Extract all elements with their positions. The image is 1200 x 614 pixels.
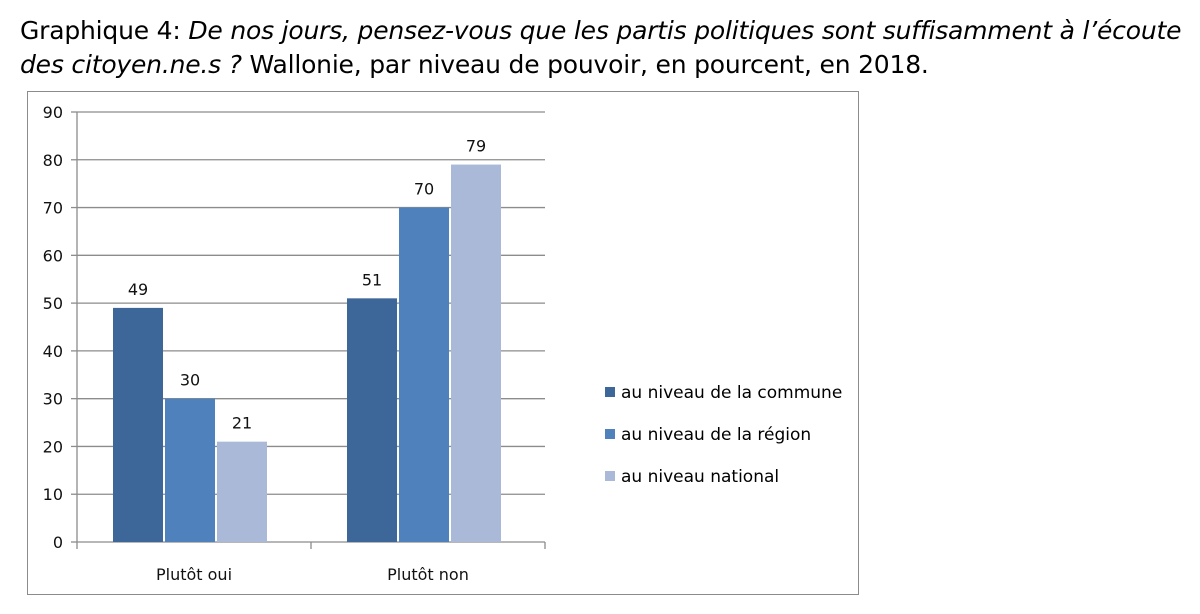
bar-chart: 0 10 20 30 40 50 60 70 80 90 49 30 21 Plutôt oui 51 70 7…	[43, 103, 546, 584]
y-tick-label: 70	[43, 199, 63, 218]
category-label: Plutôt non	[387, 565, 469, 584]
bar	[217, 441, 267, 542]
y-tick-label: 30	[43, 390, 63, 409]
legend-label: au niveau de la région	[621, 425, 812, 445]
data-label: 49	[128, 280, 148, 299]
caption-prefix: Graphique 4:	[20, 16, 189, 45]
y-tick-label: 80	[43, 151, 63, 170]
legend-item: au niveau de la commune	[605, 383, 842, 403]
caption-suffix: Wallonie, par niveau de pouvoir, en pour…	[241, 50, 929, 79]
legend-item: au niveau de la région	[605, 425, 811, 445]
chart-frame: 0 10 20 30 40 50 60 70 80 90 49 30 21 Plutôt oui 51 70 7…	[27, 91, 859, 595]
legend-swatch	[605, 471, 615, 481]
y-tick-label: 0	[53, 533, 63, 552]
category-label: Plutôt oui	[156, 565, 232, 584]
y-tick-label: 40	[43, 342, 63, 361]
bar	[165, 398, 215, 542]
data-label: 30	[180, 371, 200, 390]
legend-label: au niveau de la commune	[621, 383, 843, 403]
bar	[347, 298, 397, 542]
y-tick-label: 50	[43, 294, 63, 313]
bar	[113, 307, 163, 542]
y-tick-label: 60	[43, 246, 63, 265]
y-tick-label: 10	[43, 485, 63, 504]
caption-question: De nos jours, pensez-vous que les partis…	[20, 16, 1182, 79]
legend-label: au niveau national	[621, 467, 780, 487]
legend-swatch	[605, 387, 615, 397]
data-label: 51	[362, 270, 382, 289]
figure-caption: Graphique 4: De nos jours, pensez-vous q…	[20, 14, 1190, 82]
y-tick-label: 20	[43, 437, 63, 456]
legend-swatch	[605, 429, 615, 439]
data-label: 21	[232, 414, 252, 433]
bar	[399, 207, 449, 543]
data-label: 70	[414, 180, 434, 199]
bar	[451, 164, 501, 543]
y-tick-label: 90	[43, 103, 63, 122]
legend-item: au niveau national	[605, 467, 779, 487]
data-label: 79	[466, 137, 486, 156]
